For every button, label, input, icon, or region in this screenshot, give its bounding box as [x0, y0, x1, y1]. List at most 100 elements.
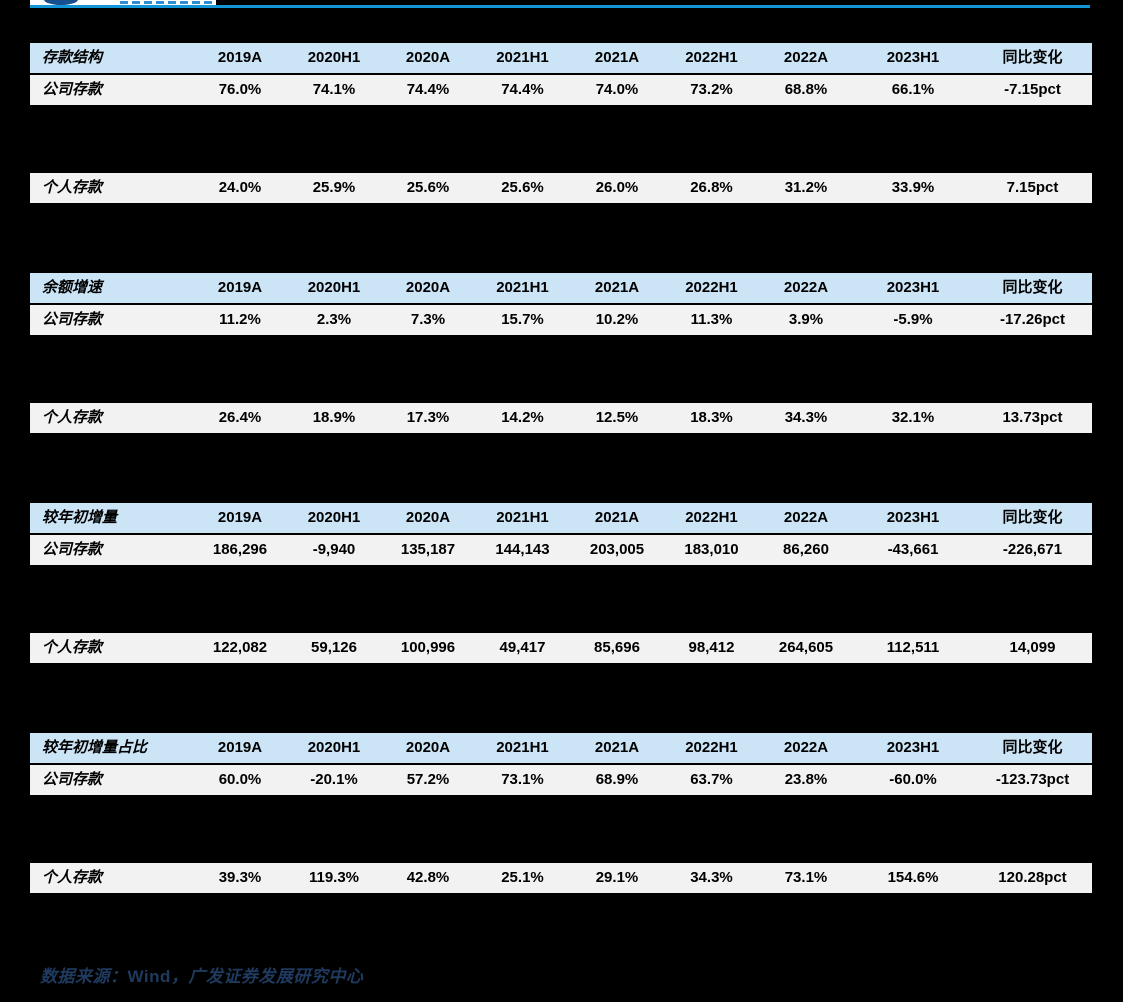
cell-value: 74.4% — [406, 81, 450, 98]
column-header: 2021A — [594, 739, 640, 756]
cell-value: 100,996 — [400, 639, 456, 656]
column-header: 2021H1 — [496, 509, 549, 526]
source-note-wind: Wind — [127, 967, 171, 986]
row-label: 个人存款 — [42, 410, 103, 426]
section-title: 余额增速 — [42, 280, 103, 296]
cell-value: 7.3% — [410, 311, 446, 328]
column-header: 2020H1 — [307, 279, 361, 296]
cell-value: 29.1% — [595, 869, 639, 886]
cell-value: 17.3% — [406, 409, 450, 426]
cell-value: 12.5% — [595, 409, 639, 426]
cell-value: 23.8% — [784, 771, 828, 788]
column-header: 2023H1 — [886, 279, 940, 296]
table-row: 公司存款 186,296 -9,940 135,187 144,143 203,005 1… — [30, 535, 1092, 565]
cell-value: 135,187 — [400, 541, 456, 558]
table-row: 个人存款 24.0% 25.9% 25.6% 25.6% 26.0% 26.8% 31.2%… — [30, 173, 1092, 203]
column-header: 2020H1 — [307, 49, 361, 66]
column-header: 2021A — [594, 279, 640, 296]
cell-value: 85,696 — [594, 639, 640, 656]
column-header: 2022H1 — [685, 739, 738, 756]
cell-value: -17.26pct — [999, 311, 1066, 328]
cell-value: 7.15pct — [1006, 179, 1059, 196]
cell-value: 11.2% — [219, 311, 261, 328]
cell-value: 34.3% — [690, 869, 733, 886]
cell-value: 13.73pct — [1002, 409, 1063, 426]
row-label: 公司存款 — [42, 312, 103, 328]
cell-value: 86,260 — [783, 541, 829, 558]
brand-logo-partial — [30, 0, 216, 5]
cell-value: 60.0% — [218, 771, 262, 788]
cell-value: 183,010 — [684, 541, 739, 558]
column-header: 2019A — [217, 739, 263, 756]
column-header: 2019A — [217, 49, 263, 66]
cell-value: 144,143 — [495, 541, 550, 558]
table-row: 个人存款 26.4% 18.9% 17.3% 14.2% 12.5% 18.3% 34.3%… — [30, 403, 1092, 433]
source-note-suffix: ，广发证券发展研究中心 — [170, 967, 364, 986]
column-header: 2019A — [217, 279, 263, 296]
column-header: 同比变化 — [1002, 509, 1063, 526]
cell-value: 74.0% — [595, 81, 639, 98]
column-header: 2023H1 — [886, 509, 940, 526]
column-header: 2023H1 — [886, 49, 940, 66]
table-row: 公司存款 76.0% 74.1% 74.4% 74.4% 74.0% 73.2% 68.8%… — [30, 75, 1092, 105]
brand-logo-text-sliver — [120, 1, 212, 4]
cell-value: 25.6% — [501, 179, 544, 196]
column-header: 2022H1 — [685, 49, 738, 66]
column-header: 2022A — [783, 739, 829, 756]
column-header: 2020H1 — [307, 739, 361, 756]
cell-value: -43,661 — [887, 541, 939, 558]
cell-value: -9,940 — [312, 541, 356, 558]
cell-value: 74.1% — [312, 81, 356, 98]
column-header: 2023H1 — [886, 739, 940, 756]
table-header-row: 存款结构 2019A 2020H1 2020A 2021H1 2021A 2022H1 20… — [30, 43, 1092, 75]
brand-logo-ellipse-icon — [44, 0, 78, 5]
table-row: 公司存款 60.0% -20.1% 57.2% 73.1% 68.9% 63.7% 23.8… — [30, 765, 1092, 795]
cell-value: -20.1% — [310, 771, 358, 788]
cell-value: -123.73pct — [995, 771, 1070, 788]
cell-value: 49,417 — [499, 639, 546, 656]
cell-value: 74.4% — [501, 81, 544, 98]
cell-value: 18.3% — [690, 409, 733, 426]
cell-value: 33.9% — [891, 179, 935, 196]
cell-value: 203,005 — [589, 541, 645, 558]
column-header: 2022H1 — [685, 279, 738, 296]
section-title: 较年初增量 — [42, 510, 118, 526]
cell-value: -5.9% — [893, 311, 933, 328]
column-header: 2021H1 — [496, 739, 549, 756]
header-accent-rule — [30, 5, 1090, 8]
cell-value: 73.2% — [690, 81, 733, 98]
cell-value: 26.8% — [690, 179, 733, 196]
section-title: 存款结构 — [42, 50, 103, 66]
cell-value: 154.6% — [887, 869, 939, 886]
column-header: 同比变化 — [1002, 49, 1063, 66]
column-header: 2020H1 — [307, 509, 361, 526]
row-label: 公司存款 — [42, 82, 103, 98]
cell-value: 112,511 — [886, 639, 940, 656]
cell-value: 25.1% — [501, 869, 544, 886]
column-header: 2022A — [783, 509, 829, 526]
cell-value: 68.8% — [784, 81, 828, 98]
cell-value: 66.1% — [891, 81, 935, 98]
cell-value: 25.9% — [312, 179, 356, 196]
cell-value: 186,296 — [212, 541, 268, 558]
cell-value: 57.2% — [406, 771, 450, 788]
table-section: 余额增速 2019A 2020H1 2020A 2021H1 2021A 2022H1 20… — [30, 273, 1092, 433]
column-header: 2021H1 — [496, 279, 549, 296]
column-header: 2019A — [217, 509, 263, 526]
cell-value: 11.3% — [690, 311, 733, 328]
column-header: 2020A — [405, 279, 451, 296]
cell-value: 14.2% — [501, 409, 544, 426]
table-row: 个人存款 39.3% 119.3% 42.8% 25.1% 29.1% 34.3% 73.1… — [30, 863, 1092, 893]
cell-value: 39.3% — [218, 869, 262, 886]
cell-value: 68.9% — [595, 771, 639, 788]
source-note-prefix: 数据来源： — [40, 967, 128, 986]
column-header: 2020A — [405, 509, 451, 526]
column-header: 同比变化 — [1002, 279, 1063, 296]
cell-value: 15.7% — [501, 311, 544, 328]
source-note: 数据来源：Wind，广发证券发展研究中心 — [40, 963, 363, 990]
cell-value: 25.6% — [406, 179, 450, 196]
column-header: 2021A — [594, 509, 640, 526]
column-header: 2020A — [405, 49, 451, 66]
cell-value: 26.0% — [595, 179, 639, 196]
